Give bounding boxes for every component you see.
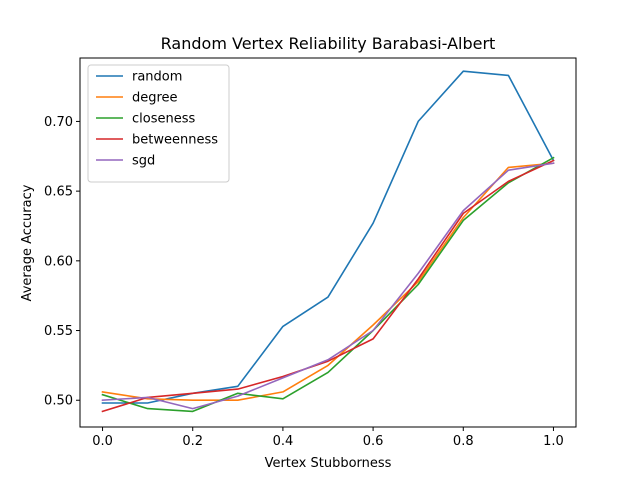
series-line-betweenness xyxy=(101,159,555,413)
legend-label-random: random xyxy=(132,70,182,85)
series-line-closeness xyxy=(101,156,555,413)
series-line-random xyxy=(101,70,555,404)
legend: random degree closeness betweenness sgd xyxy=(87,64,230,183)
series-line-sgd xyxy=(101,162,555,410)
x-tick-label: 1.0 xyxy=(543,434,564,449)
x-tick-label: 0.0 xyxy=(92,434,113,449)
x-tick-label: 0.2 xyxy=(182,434,203,449)
legend-label-closeness: closeness xyxy=(132,112,195,127)
plot-frame xyxy=(79,57,577,428)
y-tick-label: 0.65 xyxy=(44,185,73,200)
x-axis: 0.0 0.2 0.4 0.6 0.8 1.0 xyxy=(92,427,564,449)
x-tick-label: 0.4 xyxy=(273,434,294,449)
y-tick-label: 0.70 xyxy=(44,115,73,130)
legend-label-sgd: sgd xyxy=(132,154,155,169)
chart-title: Random Vertex Reliability Barabasi-Alber… xyxy=(161,34,496,53)
x-tick-label: 0.6 xyxy=(363,434,384,449)
y-tick-label: 0.50 xyxy=(44,394,73,409)
legend-box xyxy=(87,64,230,183)
plot-lines xyxy=(101,70,555,413)
x-axis-label: Vertex Stubborness xyxy=(265,456,392,471)
y-tick-label: 0.55 xyxy=(44,324,73,339)
legend-label-degree: degree xyxy=(132,91,178,106)
y-axis-label: Average Accuracy xyxy=(20,184,35,301)
x-tick-label: 0.8 xyxy=(453,434,474,449)
legend-label-betweenness: betweenness xyxy=(132,133,218,148)
series-line-degree xyxy=(101,162,555,402)
y-tick-label: 0.60 xyxy=(44,254,73,269)
y-axis: 0.50 0.55 0.60 0.65 0.70 xyxy=(44,115,80,409)
